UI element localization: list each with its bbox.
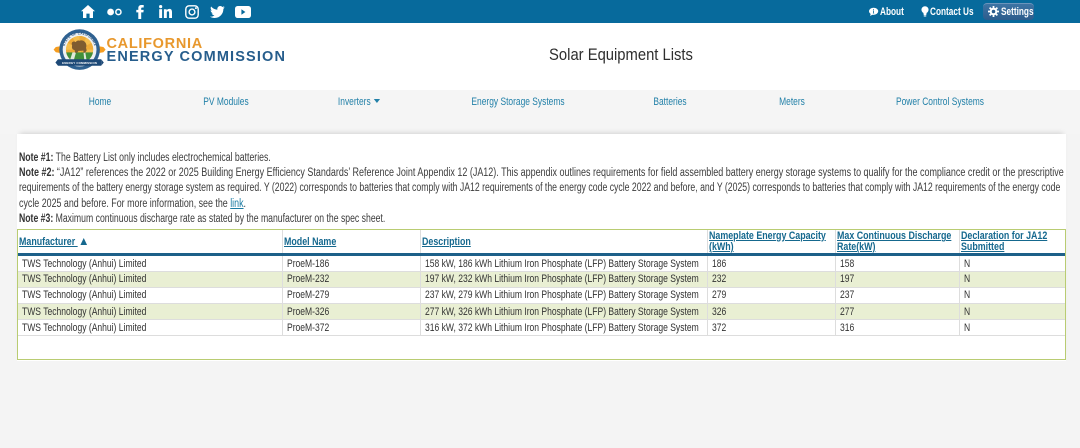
svg-text:ENERGY COMMISSION: ENERGY COMMISSION <box>62 61 97 65</box>
svg-text:i: i <box>873 9 875 15</box>
